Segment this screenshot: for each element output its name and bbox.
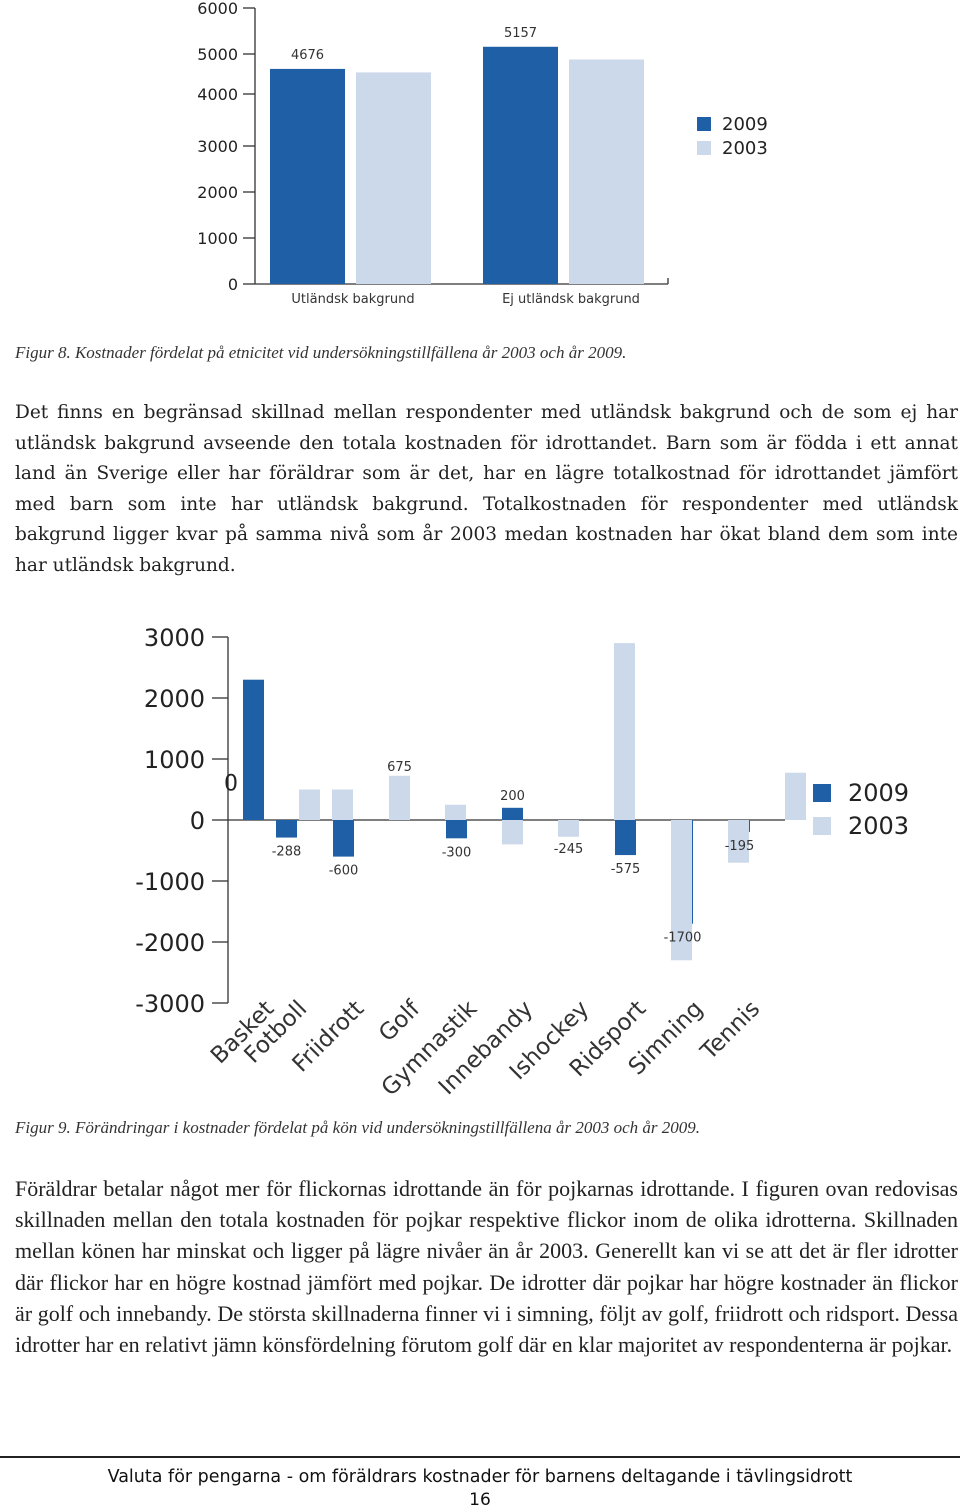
paragraph-ethnicity: Det finns en begränsad skillnad mellan r… <box>15 402 958 576</box>
page-number: 16 <box>469 1490 491 1510</box>
data-label: 4676 <box>291 48 324 63</box>
x-category-label: Utländsk bakgrund <box>291 292 414 307</box>
legend-label-2003: 2003 <box>848 812 909 840</box>
y-tick-label: 0 <box>228 275 238 294</box>
legend-label-2009: 2009 <box>722 114 768 135</box>
bar-2003-gymnastik <box>502 820 523 845</box>
bar-2003-tennis <box>785 772 806 820</box>
y-tick-label: 0 <box>190 807 205 835</box>
bar-2009-friidrott <box>333 820 354 857</box>
data-label: 5157 <box>504 26 537 41</box>
bar-2009-2 <box>483 46 558 284</box>
data-label: -245 <box>554 842 584 857</box>
bar-2003-simning <box>728 820 749 863</box>
bar-2009-ridsport <box>615 820 636 856</box>
bar-2003-innebandy <box>558 820 579 837</box>
x-category-label: Ej utländsk bakgrund <box>502 292 640 307</box>
legend-swatch-2003 <box>813 817 831 835</box>
chart-costs-by-ethnicity: 0 1000 2000 3000 4000 5000 6000 4676 5157 Utländs… <box>197 0 768 307</box>
y-tick-label: -2000 <box>135 929 205 957</box>
data-label: -288 <box>272 845 302 860</box>
y-tick-label: 1000 <box>144 746 205 774</box>
chart-cost-changes-by-sport: 3000 2000 1000 0 -1000 -2000 -3000 0 -288 -600 675… <box>135 624 909 1100</box>
bar-2003-basket <box>299 789 320 820</box>
legend-swatch-2009 <box>813 784 831 802</box>
figure-8-caption: Figur 8. Kostnader fördelat på etnicitet… <box>15 343 627 362</box>
figure-9-caption: Figur 9. Förändringar i kostnader fördel… <box>15 1118 701 1137</box>
y-tick-label: -3000 <box>135 990 205 1018</box>
footer-title: Valuta för pengarna - om föräldrars kost… <box>107 1467 853 1487</box>
legend-label-2003: 2003 <box>722 138 768 159</box>
bar-2009-fotboll <box>276 820 297 838</box>
data-label: -1700 <box>664 931 702 946</box>
data-label: 675 <box>387 760 412 775</box>
legend-swatch-2009 <box>697 117 711 131</box>
bar-2003-ishockey <box>614 643 635 820</box>
bar-2003-friidrott <box>389 775 410 820</box>
x-category-label: Tennis <box>695 996 765 1066</box>
bar-2009-gymnastik <box>446 820 467 839</box>
footer-divider <box>0 1456 960 1458</box>
y-tick-label: 2000 <box>197 183 238 202</box>
y-tick-label: 3000 <box>197 137 238 156</box>
legend-swatch-2003 <box>697 141 711 155</box>
y-tick-label: 3000 <box>144 624 205 652</box>
bar-2003-fotboll <box>332 789 353 820</box>
bar-2003-2 <box>569 59 644 284</box>
x-category-label: Golf <box>374 995 426 1047</box>
legend-label-2009: 2009 <box>848 779 909 807</box>
y-tick-label: 5000 <box>197 45 238 64</box>
y-tick-label: 1000 <box>197 229 238 248</box>
data-label: -575 <box>611 862 641 877</box>
bar-2009-1 <box>270 68 345 285</box>
y-tick-label: -1000 <box>135 868 205 896</box>
y-tick-label: 4000 <box>197 85 238 104</box>
bar-2003-1 <box>356 72 431 285</box>
data-label: -300 <box>442 845 472 860</box>
paragraph-gender: Föräldrar betalar något mer för flickorn… <box>15 1176 958 1358</box>
data-label: -195 <box>725 839 755 854</box>
data-label: 200 <box>500 789 525 804</box>
data-label: -600 <box>329 864 359 879</box>
data-label: 0 <box>224 772 238 797</box>
bar-2009-basket <box>243 679 264 820</box>
bar-2003-ridsport <box>671 820 692 961</box>
bar-2009-innebandy <box>502 807 523 820</box>
y-tick-label: 2000 <box>144 685 205 713</box>
bar-2003-golf <box>445 804 466 820</box>
y-tick-label: 6000 <box>197 0 238 18</box>
